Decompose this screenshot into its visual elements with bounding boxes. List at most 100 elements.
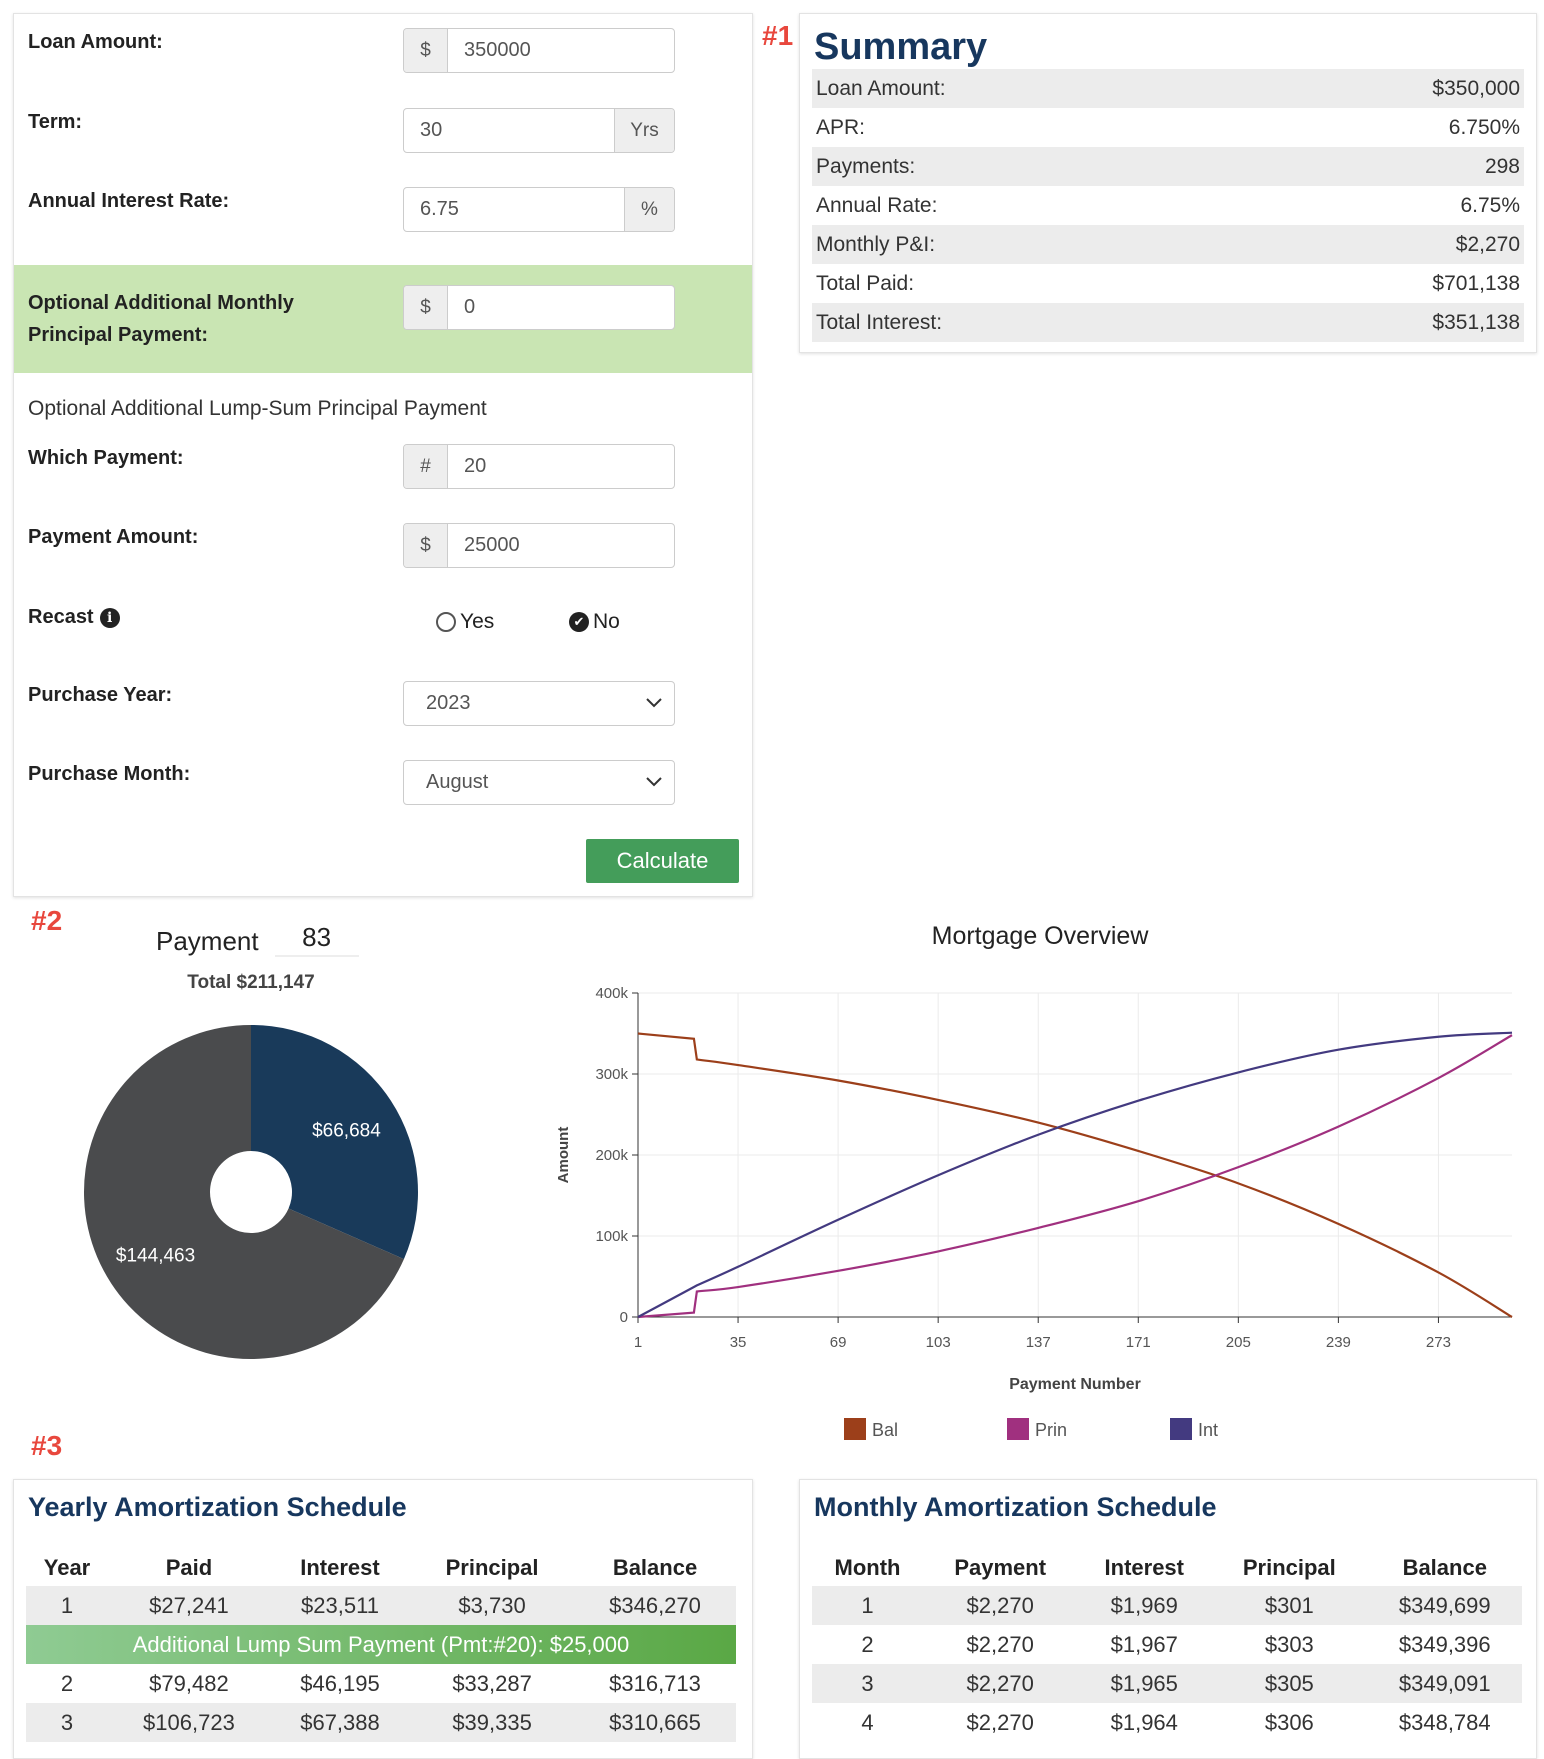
payment-number-input[interactable]: 83 — [274, 922, 359, 957]
payment-amount-input-group: $ — [403, 523, 675, 568]
y-axis-title: Amount — [555, 1127, 572, 1184]
column-header: Payment — [954, 1555, 1047, 1580]
table-cell: 1 — [26, 1586, 109, 1625]
yearly-schedule-card: Yearly Amortization Schedule Year Paid Int… — [13, 1479, 753, 1759]
summary-row-label: Total Interest: — [816, 310, 943, 334]
recast-no-label: No — [593, 610, 620, 633]
summary-row-value: $351,138 — [1432, 310, 1520, 334]
table-cell: $303 — [1264, 1631, 1314, 1657]
which-payment-input[interactable] — [448, 445, 674, 488]
table-cell: $2,270 — [966, 1709, 1034, 1735]
table-cell: 2 — [861, 1631, 874, 1657]
extra-monthly-section: Optional Additional Monthly Principal Pa… — [14, 265, 752, 373]
series-line-int — [637, 1031, 1513, 1318]
table-header-row: Month Payment Interest Principal Balance — [812, 1550, 1522, 1586]
table-row: 1 $27,241 $23,511 $3,730 $346,270 — [26, 1586, 736, 1625]
chevron-down-icon — [644, 771, 664, 796]
extra-monthly-label-line2: Principal Payment: — [28, 324, 209, 346]
table-cell: $106,723 — [108, 1703, 270, 1742]
pie-slice-label: $144,463 — [116, 1245, 195, 1266]
purchase-year-select[interactable]: 2023 — [403, 681, 675, 726]
payment-breakdown-donut-chart: $66,684 $144,463 — [84, 1025, 419, 1359]
term-input-group: Yrs — [403, 108, 675, 153]
extra-monthly-label-line1: Optional Additional Monthly — [28, 292, 294, 314]
legend-swatch[interactable] — [844, 1418, 866, 1440]
purchase-month-select[interactable]: August — [403, 760, 675, 805]
legend-swatch[interactable] — [1170, 1418, 1192, 1440]
lump-sum-heading: Optional Additional Lump-Sum Principal P… — [28, 397, 487, 420]
summary-row: Loan Amount: $350,000 — [812, 69, 1524, 108]
table-cell: 3 — [812, 1664, 924, 1703]
y-tick-label: 400k — [595, 985, 628, 1002]
table-cell: $2,270 — [923, 1586, 1078, 1625]
table-row: 2 $79,482 $46,195 $33,287 $316,713 — [26, 1664, 736, 1703]
summary-title: Summary — [814, 26, 988, 68]
legend-label[interactable]: Bal — [872, 1420, 898, 1440]
recast-yes-radio[interactable]: Yes — [436, 610, 494, 634]
summary-card: Summary Loan Amount: $350,000 APR: 6.750% Pa… — [799, 13, 1537, 353]
extra-monthly-input-group: $ — [403, 285, 675, 330]
column-header: Balance — [1402, 1555, 1487, 1580]
summary-row-label: Payments: — [816, 154, 916, 178]
table-cell: $305 — [1211, 1664, 1368, 1703]
column-header: Interest — [1104, 1555, 1184, 1580]
payment-amount-input[interactable] — [448, 524, 674, 567]
calculate-button[interactable]: Calculate — [586, 839, 739, 883]
legend-swatch[interactable] — [1007, 1418, 1029, 1440]
table-cell: 4 — [861, 1709, 874, 1735]
table-cell: 2 — [60, 1670, 74, 1696]
rate-label: Annual Interest Rate: — [28, 190, 230, 212]
rate-input[interactable] — [404, 188, 624, 231]
y-tick-label: 100k — [595, 1228, 628, 1245]
summary-row: Total Interest: $351,138 — [812, 303, 1524, 342]
table-cell: $1,967 — [1110, 1631, 1178, 1657]
summary-row: Annual Rate: 6.75% — [812, 186, 1524, 225]
x-tick-label: 1 — [634, 1334, 642, 1351]
payment-label: Payment — [156, 926, 259, 956]
info-icon[interactable]: i — [99, 607, 120, 628]
payment-total: Total $211,147 — [187, 972, 315, 993]
loan-amount-input[interactable] — [448, 29, 674, 72]
table-cell: $2,270 — [923, 1664, 1078, 1703]
pie-slice[interactable] — [251, 1025, 419, 1260]
table-cell: $1,969 — [1077, 1586, 1212, 1625]
table-row: 3 $2,270 $1,965 $305 $349,091 — [812, 1664, 1522, 1703]
table-row: 2 $2,270 $1,967 $303 $349,396 — [812, 1625, 1522, 1664]
summary-row-label: Loan Amount: — [816, 76, 946, 100]
summary-row-value: 6.750% — [1448, 115, 1520, 139]
monthly-schedule-table: Month Payment Interest Principal Balance 1 $2,… — [812, 1550, 1522, 1742]
column-header: Balance — [612, 1555, 698, 1580]
loan-form-card: Loan Amount: $ Term: Yrs Annual Interest… — [13, 13, 753, 897]
table-cell: $3,730 — [410, 1586, 575, 1625]
table-cell: $1,965 — [1077, 1664, 1212, 1703]
legend-label[interactable]: Int — [1198, 1420, 1218, 1440]
monthly-schedule-card: Monthly Amortization Schedule Month Payme… — [799, 1479, 1537, 1759]
extra-monthly-input[interactable] — [448, 286, 674, 329]
column-header: Principal — [1242, 1555, 1336, 1580]
x-tick-label: 103 — [926, 1334, 951, 1351]
x-tick-label: 69 — [830, 1334, 847, 1351]
summary-row-value: 298 — [1484, 154, 1520, 178]
x-tick-label: 171 — [1126, 1334, 1151, 1351]
summary-row-value: $701,138 — [1432, 271, 1520, 295]
table-cell: $39,335 — [410, 1703, 575, 1742]
percent-addon: % — [624, 188, 674, 231]
recast-no-radio[interactable]: ✔ No — [569, 610, 620, 634]
summary-row: Monthly P&I: $2,270 — [812, 225, 1524, 264]
lump-sum-note: Additional Lump Sum Payment (Pmt:#20): $… — [26, 1625, 736, 1664]
table-row: 1 $2,270 $1,969 $301 $349,699 — [812, 1586, 1522, 1625]
x-tick-label: 205 — [1226, 1334, 1251, 1351]
term-input[interactable] — [404, 109, 614, 152]
table-cell: $46,195 — [300, 1670, 380, 1696]
table-cell: $346,270 — [574, 1586, 736, 1625]
table-row: 4 $2,270 $1,964 $306 $348,784 — [812, 1703, 1522, 1742]
table-row: 3 $106,723 $67,388 $39,335 $310,665 — [26, 1703, 736, 1742]
which-payment-label: Which Payment: — [28, 447, 184, 469]
summary-row-label: APR: — [816, 115, 866, 139]
table-cell: 1 — [812, 1586, 924, 1625]
pie-slice[interactable] — [84, 1025, 404, 1359]
column-header: Interest — [300, 1555, 380, 1580]
legend-label[interactable]: Prin — [1035, 1420, 1067, 1440]
loan-amount-input-group: $ — [403, 28, 675, 73]
column-header: Month — [834, 1555, 901, 1580]
